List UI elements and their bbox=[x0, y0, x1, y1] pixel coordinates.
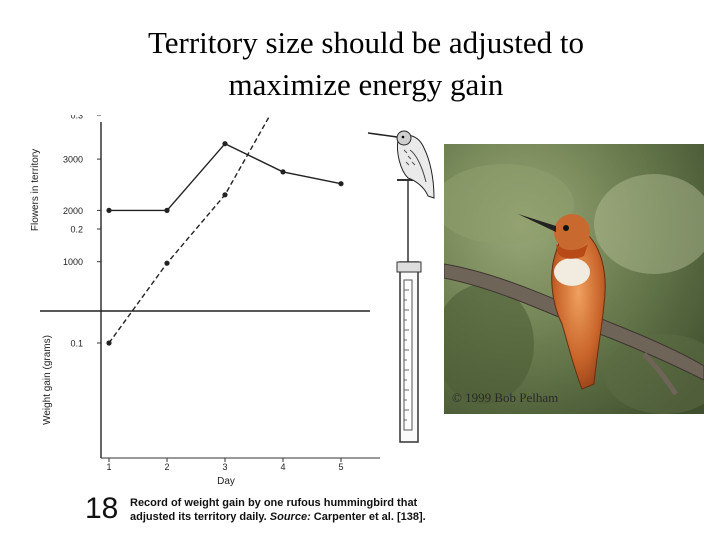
title-line-1: Territory size should be adjusted to bbox=[147, 25, 585, 60]
x-tick-label: 4 bbox=[280, 462, 285, 472]
figure-number: 18 bbox=[85, 492, 119, 525]
caption-source-text: Carpenter et al. [138]. bbox=[310, 511, 426, 523]
figure-caption: Record of weight gain by one rufous humm… bbox=[130, 496, 460, 524]
slide-title: Territory size should be adjusted to max… bbox=[60, 22, 672, 106]
x-axis-label: Day bbox=[217, 476, 235, 487]
caption-source-label: Source: bbox=[269, 511, 311, 523]
top-point bbox=[164, 207, 170, 213]
top-y-tick-label: 1000 bbox=[63, 257, 83, 267]
title-line-2: maximize energy gain bbox=[228, 67, 504, 102]
top-y-tick-label: 2000 bbox=[63, 206, 83, 216]
top-point bbox=[338, 181, 344, 187]
hummingbird-on-feeder-scale-icon bbox=[367, 130, 435, 443]
bottom-point bbox=[164, 260, 170, 266]
hummingbird-photo-icon bbox=[444, 144, 704, 414]
top-y-tick-label: 3000 bbox=[63, 155, 83, 165]
bottom-point bbox=[222, 192, 228, 198]
caption-line-1: Record of weight gain by one rufous humm… bbox=[130, 497, 418, 509]
top-series-line bbox=[109, 142, 342, 212]
bottom-y-tick-label: 0.2 bbox=[70, 225, 83, 235]
bottom-point bbox=[106, 340, 112, 346]
bottom-y-ticks: 0.1 0.2 0.3 bbox=[70, 115, 101, 349]
x-tick-label: 1 bbox=[106, 462, 111, 472]
x-ticks: 1 2 3 4 5 bbox=[106, 458, 344, 472]
bottom-y-tick-label: 0.3 bbox=[70, 115, 83, 121]
bottom-series-points bbox=[106, 192, 228, 346]
top-point bbox=[106, 207, 112, 213]
top-y-label: Flowers in territory bbox=[30, 149, 41, 231]
top-series-points bbox=[106, 141, 344, 213]
territory-weight-figure: 1000 2000 3000 Flowers in territory 0.1 0.2… bbox=[30, 115, 435, 487]
top-point bbox=[280, 169, 286, 175]
top-point bbox=[222, 141, 228, 147]
bottom-series-line bbox=[108, 115, 271, 344]
x-tick-label: 2 bbox=[164, 462, 169, 472]
x-tick-label: 3 bbox=[222, 462, 227, 472]
caption-line-2: adjusted its territory daily. bbox=[130, 511, 270, 523]
bottom-y-label: Weight gain (grams) bbox=[42, 335, 53, 425]
hummingbird-photo bbox=[444, 144, 704, 414]
top-y-ticks: 1000 2000 3000 bbox=[63, 155, 101, 267]
photo-credit: © 1999 Bob Pelham bbox=[452, 390, 559, 405]
bottom-y-tick-label: 0.1 bbox=[70, 339, 83, 349]
x-tick-label: 5 bbox=[338, 462, 343, 472]
